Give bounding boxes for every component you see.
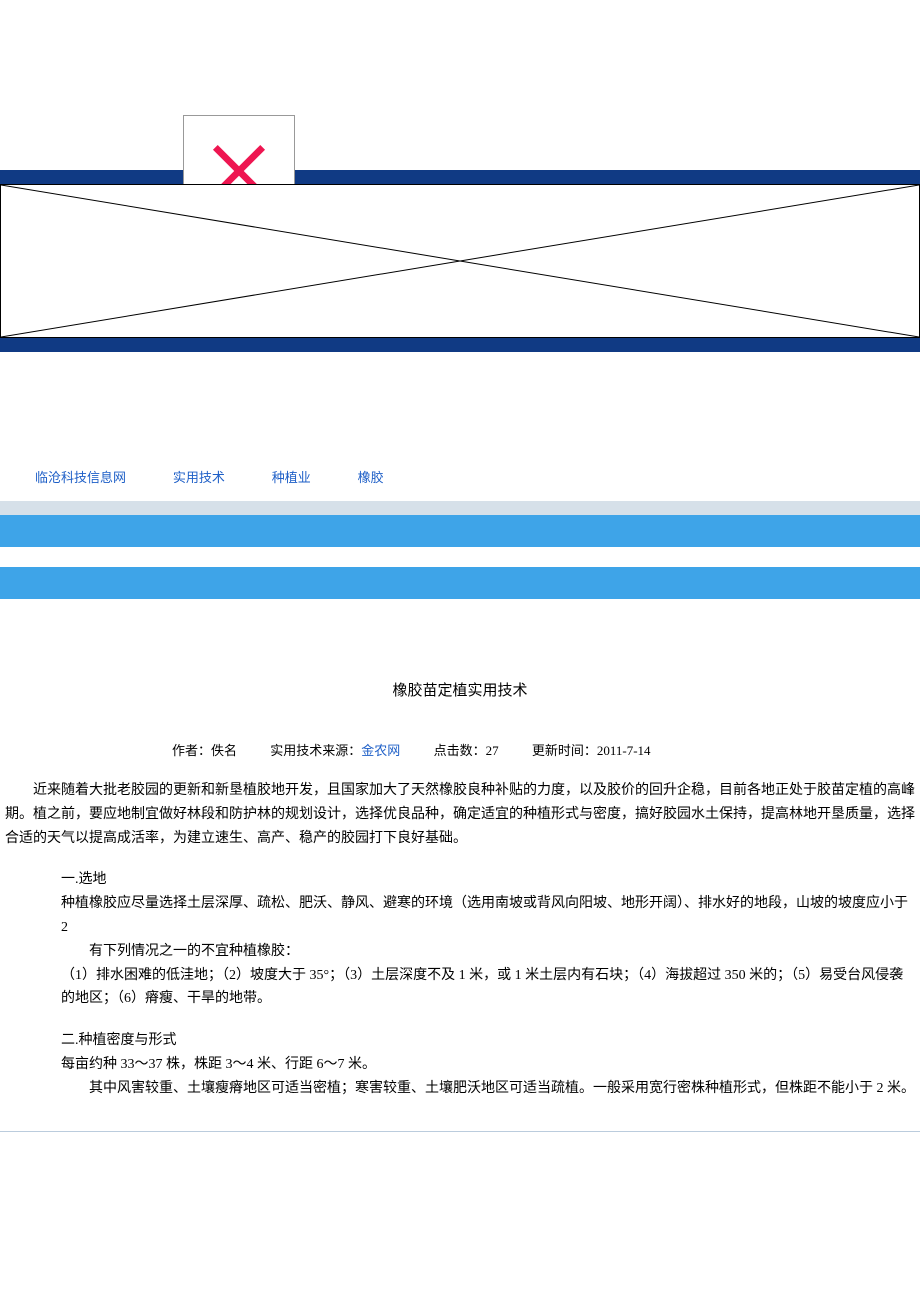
section2-title: 二.种植密度与形式 bbox=[5, 1029, 915, 1053]
spacer bbox=[0, 599, 920, 669]
author-label: 作者： bbox=[172, 743, 211, 758]
section2-p2: 其中风害较重、土壤瘦瘠地区可适当密植；寒害较重、土壤肥沃地区可适当疏植。一般采用… bbox=[5, 1077, 915, 1101]
updated-label: 更新时间： bbox=[532, 743, 597, 758]
section1-p1: 种植橡胶应尽量选择土层深厚、疏松、肥沃、静风、避寒的环境（选用南坡或背风向阳坡、… bbox=[5, 892, 915, 940]
gray-stripe bbox=[0, 501, 920, 515]
source-label: 实用技术来源： bbox=[270, 743, 361, 758]
top-area bbox=[0, 0, 920, 170]
blue-bar-top bbox=[0, 170, 920, 184]
article-meta: 作者：佚名 实用技术来源：金农网 点击数：27 更新时间：2011-7-14 bbox=[0, 730, 920, 779]
banner-x-svg bbox=[1, 185, 919, 337]
source-link[interactable]: 金农网 bbox=[361, 743, 400, 758]
article-body: 近来随着大批老胶园的更新和新垦植胶地开发，且国家加大了天然橡胶良种补贴的力度，以… bbox=[0, 779, 920, 1121]
article-title: 橡胶苗定植实用技术 bbox=[0, 669, 920, 730]
meta-source: 实用技术来源：金农网 bbox=[270, 740, 400, 759]
updated-value: 2011-7-14 bbox=[597, 743, 651, 758]
cyan-bar-1 bbox=[0, 515, 920, 547]
section1-p3: （1）排水困难的低洼地；（2）坡度大于 35°；（3）土层深度不及 1 米，或 … bbox=[5, 964, 915, 1012]
author-value: 佚名 bbox=[211, 743, 237, 758]
cyan-bar-2 bbox=[0, 567, 920, 599]
hits-value: 27 bbox=[486, 743, 499, 758]
header-banner-placeholder bbox=[0, 184, 920, 338]
breadcrumb-cat1[interactable]: 实用技术 bbox=[173, 470, 225, 485]
breadcrumb-sep: › bbox=[246, 470, 250, 485]
breadcrumb-cat3[interactable]: 橡胶 bbox=[358, 470, 384, 485]
breadcrumb: 临沧科技信息网 › 实用技术 › 种植业 › 橡胶 bbox=[0, 352, 920, 501]
breadcrumb-cat2[interactable]: 种植业 bbox=[272, 470, 311, 485]
section1-p2: 有下列情况之一的不宜种植橡胶： bbox=[5, 940, 915, 964]
white-gap bbox=[0, 547, 920, 567]
meta-author: 作者：佚名 bbox=[172, 740, 237, 759]
breadcrumb-sep: › bbox=[147, 470, 151, 485]
section2-p1: 每亩约种 33～37 株，株距 3～4 米、行距 6～7 米。 bbox=[5, 1053, 915, 1077]
breadcrumb-site[interactable]: 临沧科技信息网 bbox=[35, 470, 126, 485]
bottom-divider bbox=[0, 1131, 920, 1132]
section1-title: 一.选地 bbox=[5, 868, 915, 892]
breadcrumb-sep: › bbox=[332, 470, 336, 485]
meta-hits: 点击数：27 bbox=[434, 740, 499, 759]
intro-paragraph: 近来随着大批老胶园的更新和新垦植胶地开发，且国家加大了天然橡胶良种补贴的力度，以… bbox=[5, 779, 915, 850]
hits-label: 点击数： bbox=[434, 743, 486, 758]
blue-bar-bottom bbox=[0, 338, 920, 352]
meta-updated: 更新时间：2011-7-14 bbox=[532, 740, 651, 759]
